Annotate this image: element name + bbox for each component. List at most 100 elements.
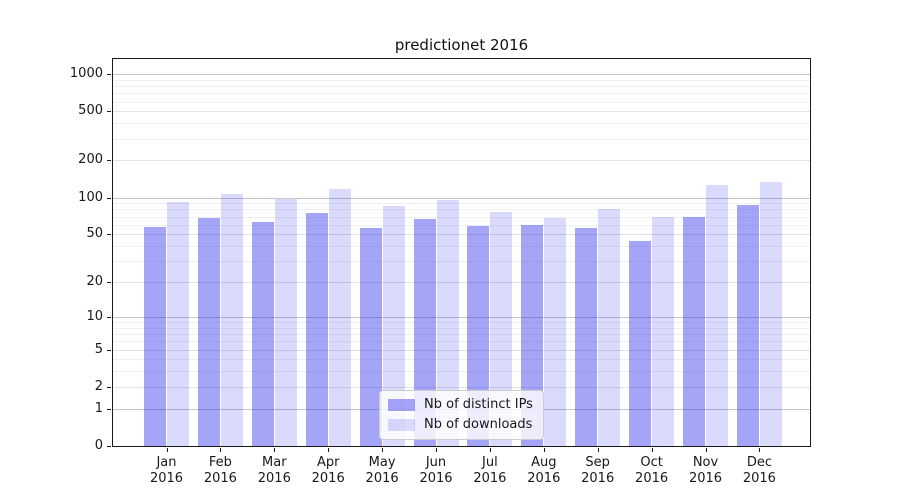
gridline-minor [113,93,810,95]
gridline [113,349,810,351]
y-tick [107,282,111,284]
x-tick [274,448,276,452]
bar-downloads [220,193,243,446]
x-tick [489,448,491,452]
y-tick [107,111,111,113]
x-tick-month: Nov [692,455,719,470]
legend-label-downloads: Nb of downloads [424,417,533,432]
gridline [113,111,810,113]
bar-distinct-ips [359,228,382,446]
y-tick-label: 500 [78,103,103,119]
bar-distinct-ips [251,222,274,446]
bar-distinct-ips [197,218,220,446]
bar-downloads [436,199,459,446]
x-tick-year: 2016 [149,471,184,486]
bar-downloads [652,216,675,446]
x-tick-year: 2016 [527,471,561,486]
gridline-major [113,197,810,199]
gridline-minor [113,341,810,343]
bar-downloads [544,218,567,446]
bar-distinct-ips [683,217,705,446]
x-tick-year: 2016 [473,471,507,486]
x-tick-month: May [368,455,396,470]
x-tick-year: 2016 [203,471,237,486]
bar-downloads [706,185,728,446]
y-tick-label: 2 [94,378,103,394]
x-tick-year: 2016 [635,471,669,486]
x-tick [220,448,222,452]
x-tick-year: 2016 [581,471,615,486]
y-tick [107,234,111,236]
x-tick-year: 2016 [365,471,399,486]
y-tick-label: 0 [94,438,103,453]
x-tick-label: Apr 2016 [300,455,356,487]
y-tick [107,316,111,318]
x-tick-year: 2016 [257,471,291,486]
x-tick-month: Mar [262,455,287,470]
x-tick [543,448,545,452]
legend-swatch-downloads [388,418,415,431]
gridline-minor [113,246,810,247]
x-tick-label: Oct 2016 [624,455,680,487]
bar-distinct-ips [575,228,598,446]
x-tick-year: 2016 [419,471,453,486]
bar-downloads [490,212,513,446]
gridline-minor [113,123,810,125]
legend: Nb of distinct IPs Nb of downloads [379,390,544,440]
x-tick-year: 2016 [688,471,723,486]
x-tick-label: Feb 2016 [192,455,248,487]
x-tick-month: Aug [531,455,557,470]
x-tick-label: May 2016 [354,455,410,487]
y-tick [107,408,111,410]
gridline-minor [113,138,810,140]
y-tick-label: 1000 [69,66,103,81]
legend-item-distinct-ips: Nb of distinct IPs [388,397,533,412]
gridline-minor [113,203,810,205]
x-tick [651,448,653,452]
gridline [113,234,810,236]
x-tick-month: Feb [208,455,232,470]
y-tick [107,446,111,447]
bar-downloads [167,201,189,446]
gridline-minor [113,334,810,335]
x-tick-label: Nov 2016 [678,455,734,487]
bar-distinct-ips [629,241,652,446]
gridline-major [113,74,810,75]
gridline-minor [113,79,810,81]
gridline-minor [113,327,810,329]
x-tick [382,448,384,452]
bar-distinct-ips [305,212,328,446]
x-tick-label: Sep 2016 [570,455,626,487]
bar-downloads [328,189,351,446]
bar-downloads [274,198,297,446]
x-tick [436,448,437,452]
x-tick-label: Jun 2016 [408,455,464,487]
gridline-minor [113,209,810,211]
gridline-minor [113,86,810,87]
y-tick [107,160,111,162]
bar-distinct-ips [413,218,436,446]
x-tick-label: Jul 2016 [462,455,518,487]
gridline-minor [113,371,810,373]
chart-title: predictionet 2016 [394,36,529,54]
gridline-minor [113,101,810,103]
x-tick [328,448,330,452]
x-tick-year: 2016 [742,471,776,486]
x-tick [166,448,168,452]
x-tick-label: Dec 2016 [731,455,787,487]
x-tick-month: Jan [156,455,177,470]
y-tick [107,349,111,351]
gridline-minor [113,322,810,323]
gridline-minor [113,261,810,263]
x-tick-month: Sep [585,455,610,470]
y-tick-label: 1 [94,400,103,416]
legend-label-distinct-ips: Nb of distinct IPs [424,397,533,412]
gridline-minor [113,224,810,226]
x-tick-month: Dec [746,455,772,470]
x-tick-month: Apr [316,455,340,470]
x-tick-year: 2016 [311,471,345,486]
y-tick-label: 20 [86,274,103,290]
bars-layer [113,59,810,446]
x-tick [759,448,761,452]
